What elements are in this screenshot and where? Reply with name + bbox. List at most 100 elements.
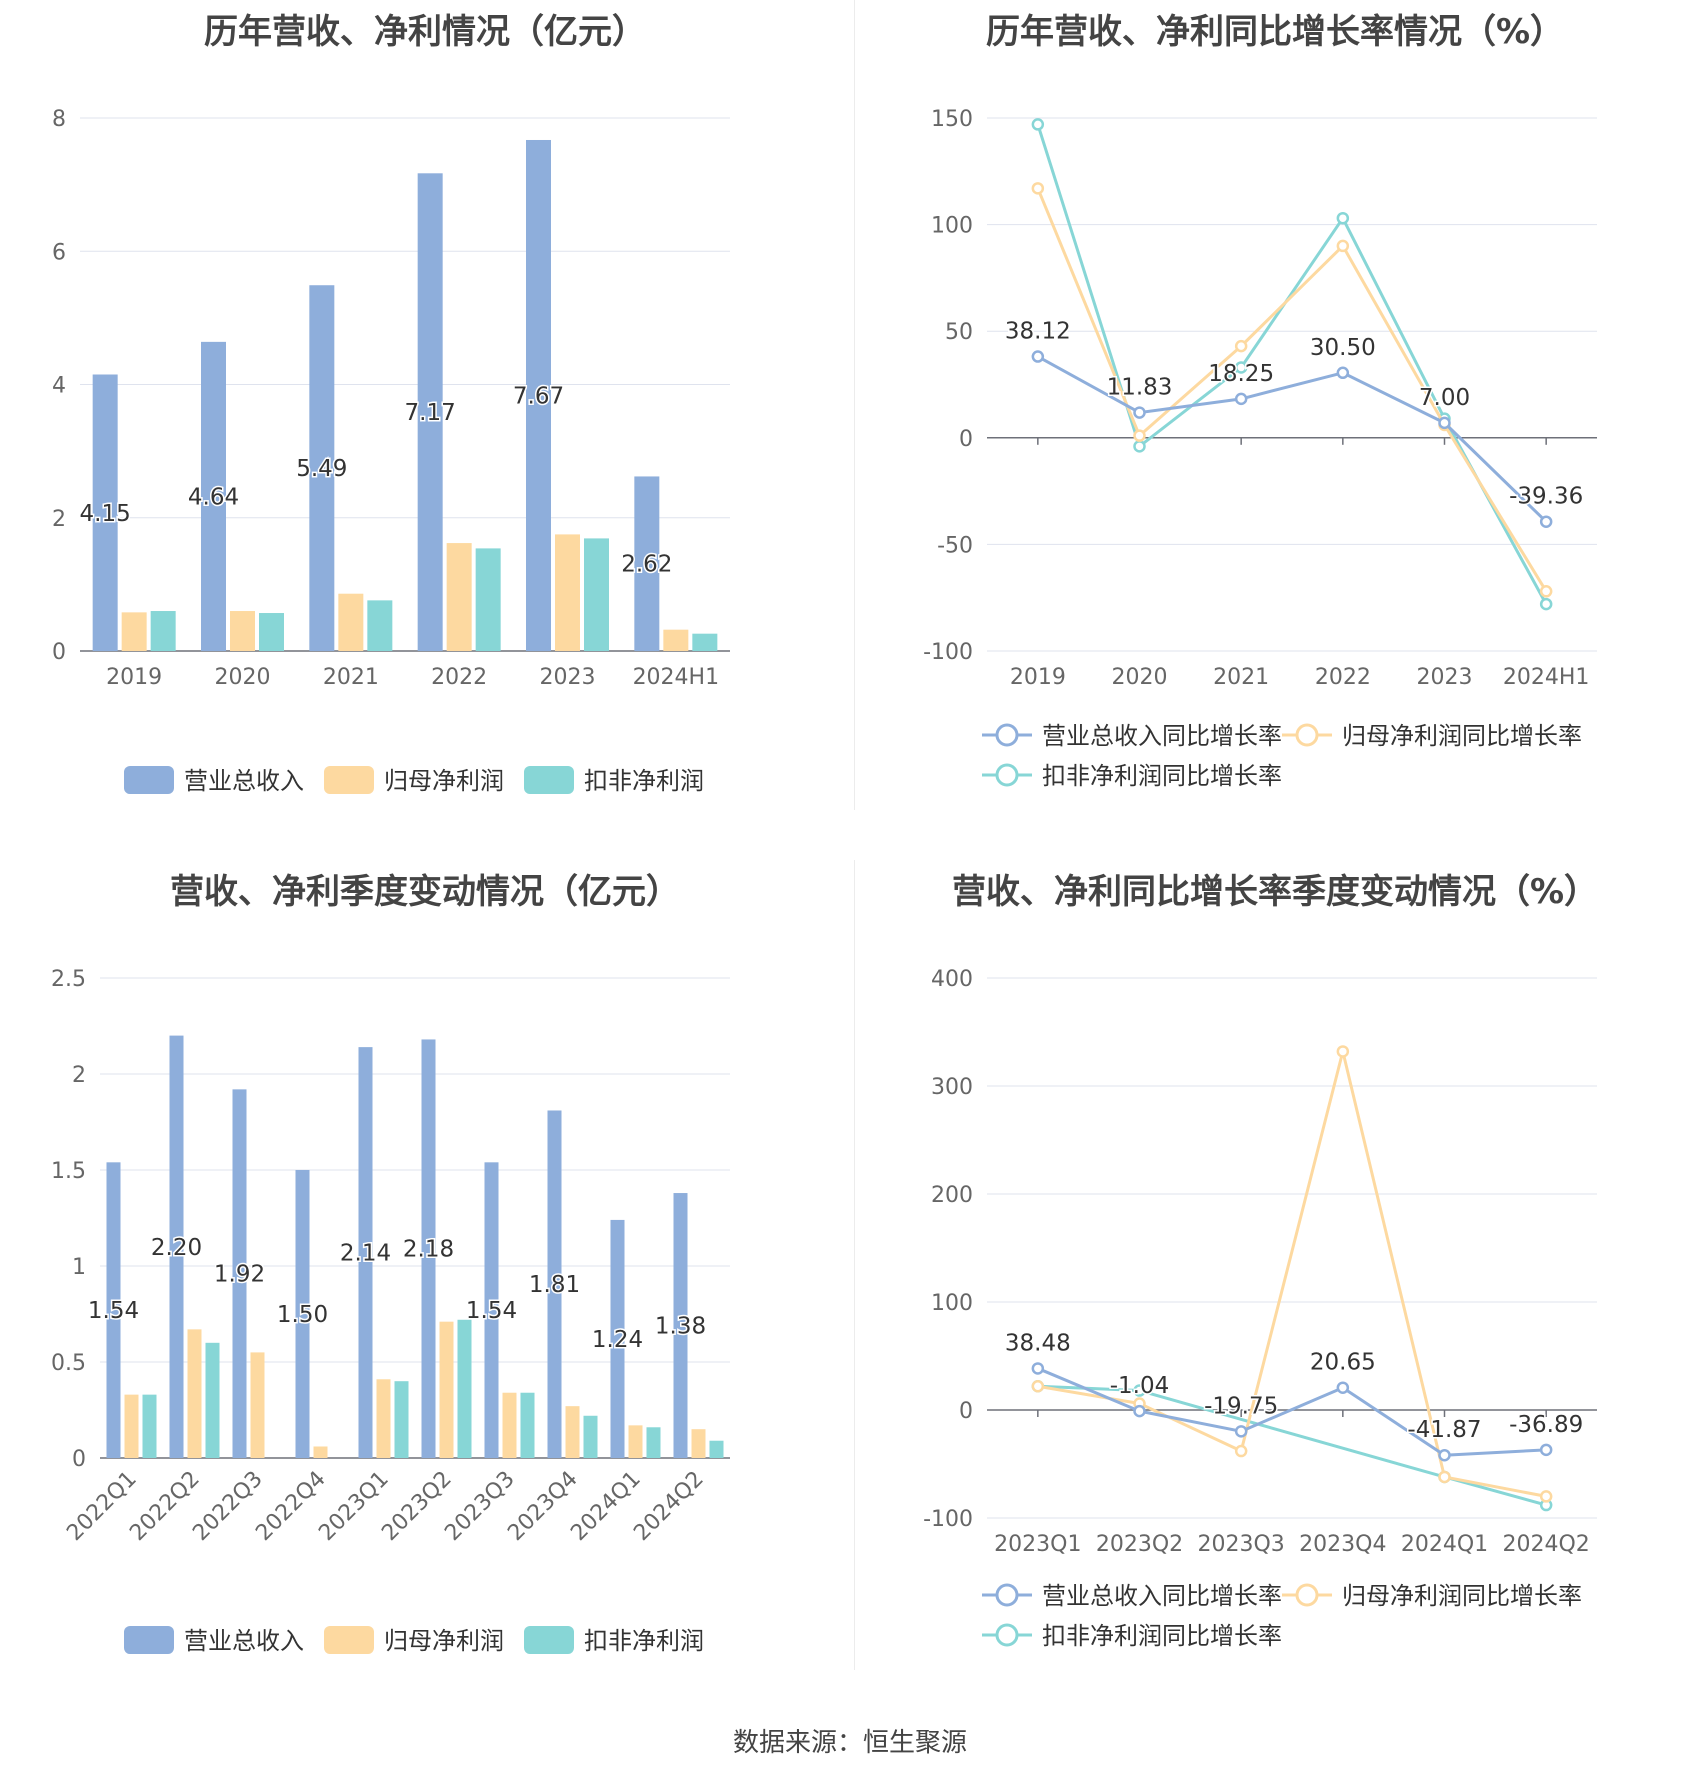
- x-tick-label: 2020: [215, 665, 271, 690]
- data-label: 7.17: [405, 400, 456, 426]
- bar: [150, 611, 176, 651]
- bar: [121, 612, 147, 651]
- bar: [169, 1035, 184, 1458]
- data-point: [1133, 440, 1146, 453]
- x-tick-label: 2023Q1: [994, 1532, 1081, 1557]
- bar: [106, 1162, 121, 1458]
- data-point: [1438, 1470, 1451, 1484]
- data-point: [1539, 1490, 1553, 1503]
- data-label: 38.48: [1005, 1330, 1071, 1356]
- annual-growth-rate-panel: 历年营收、净利同比增长率情况（%） -100 -50 0 50 100 150 2019 20…: [850, 0, 1700, 830]
- data-label: 2.62: [621, 552, 672, 578]
- bar: [547, 1110, 562, 1458]
- data-label: 1.54: [466, 1298, 517, 1324]
- bar: [663, 629, 689, 651]
- legend-marker: [995, 723, 1019, 747]
- legend-label: 归母净利润: [384, 767, 504, 795]
- data-point: [1336, 1381, 1350, 1394]
- x-tick-label: 2023Q3: [1198, 1532, 1285, 1557]
- data-point: [1133, 429, 1146, 442]
- data-label: 18.25: [1208, 361, 1274, 387]
- data-label: 2.20: [151, 1235, 202, 1261]
- x-tick-label: 2022: [1315, 665, 1371, 690]
- data-point: [1031, 1379, 1045, 1393]
- data-label: 1.38: [655, 1314, 706, 1340]
- y-tick-label: 400: [931, 967, 973, 992]
- data-point: [1539, 1443, 1553, 1457]
- series-line: [1036, 123, 1548, 605]
- data-label: 30.50: [1310, 335, 1376, 361]
- x-tick-label: 2021: [1213, 665, 1269, 690]
- data-point: [1336, 1045, 1350, 1058]
- data-label: 1.92: [214, 1262, 265, 1288]
- data-point: [1234, 392, 1248, 406]
- bar: [309, 285, 335, 651]
- bar: [394, 1381, 409, 1458]
- data-label: 1.81: [529, 1272, 580, 1298]
- y-tick-label: 0: [959, 1399, 973, 1424]
- legend-swatch: [324, 1626, 374, 1654]
- data-point: [1031, 350, 1045, 363]
- annual-growth-rate-chart: -100 -50 0 50 100 150 2019 2020 2021 2022 2023 2024…: [923, 107, 1597, 790]
- data-label: 1.50: [277, 1302, 328, 1328]
- bar: [634, 476, 660, 651]
- bar: [367, 600, 393, 651]
- legend-label: 扣非净利润同比增长率: [1042, 762, 1282, 790]
- data-label: 4.15: [80, 501, 131, 527]
- annual-revenue-profit-panel: 历年营收、净利情况（亿元） 0 2 4 6 8 2019 2020 2021 2022 2023 2…: [0, 0, 850, 830]
- data-point: [1234, 339, 1248, 353]
- data-label: 7.00: [1419, 385, 1470, 411]
- bar: [709, 1440, 724, 1458]
- data-point: [1234, 361, 1248, 374]
- data-label: 1.24: [592, 1327, 643, 1353]
- legend-label: 归母净利润同比增长率: [1342, 1582, 1582, 1610]
- data-label: 20.65: [1310, 1350, 1376, 1376]
- bar: [230, 611, 255, 651]
- y-tick-label: -50: [937, 533, 973, 558]
- series-line: [1037, 355, 1548, 523]
- bar: [358, 1047, 373, 1458]
- bar: [250, 1352, 265, 1458]
- chart-title: 历年营收、净利同比增长率情况（%）: [985, 12, 1565, 52]
- data-label: 4.64: [188, 484, 239, 510]
- data-label: 7.67: [513, 383, 564, 409]
- y-tick-label: 300: [931, 1075, 973, 1100]
- vertical-divider: [854, 0, 855, 810]
- data-point: [1438, 416, 1451, 430]
- x-tick-label: 2023: [1417, 665, 1473, 690]
- series-line: [1037, 1384, 1547, 1507]
- bar: [259, 613, 284, 651]
- chart-title: 营收、净利同比增长率季度变动情况（%）: [951, 872, 1599, 912]
- x-tick-label: 2024H1: [633, 665, 720, 690]
- series-line: [1036, 187, 1548, 593]
- bar: [555, 534, 580, 651]
- y-tick-label: 0: [959, 427, 973, 452]
- x-tick-label: 2023: [540, 665, 596, 690]
- y-tick-label: 1.5: [51, 1159, 86, 1184]
- data-point: [1031, 118, 1045, 131]
- bar: [232, 1089, 247, 1458]
- x-tick-label: 2022: [431, 665, 487, 690]
- bar: [526, 139, 551, 651]
- bar: [187, 1329, 202, 1458]
- bar: [457, 1319, 472, 1458]
- data-source-note: 数据来源：恒生聚源: [732, 1728, 967, 1758]
- y-tick-label: 2.5: [51, 967, 86, 992]
- legend-label: 扣非净利润同比增长率: [1042, 1622, 1282, 1650]
- y-tick-label: 8: [52, 107, 66, 132]
- legend-label: 营业总收入: [184, 1627, 304, 1655]
- bar: [628, 1425, 643, 1458]
- legend-label: 扣非净利润: [584, 767, 704, 795]
- x-tick-label: 2024Q2: [1503, 1532, 1590, 1557]
- bar: [484, 1162, 499, 1458]
- data-point: [1234, 1444, 1248, 1458]
- quarterly-growth-rate-panel: 营收、净利同比增长率季度变动情况（%） -100 0 100 200 300 400 202…: [850, 860, 1700, 1700]
- data-point: [1336, 239, 1350, 253]
- legend-marker: [995, 1583, 1019, 1607]
- bar: [313, 1446, 328, 1458]
- bar: [610, 1219, 625, 1458]
- legend-label: 扣非净利润: [584, 1627, 704, 1655]
- data-label: -41.87: [1407, 1417, 1481, 1443]
- bar: [583, 1415, 598, 1458]
- legend-label: 营业总收入: [184, 767, 304, 795]
